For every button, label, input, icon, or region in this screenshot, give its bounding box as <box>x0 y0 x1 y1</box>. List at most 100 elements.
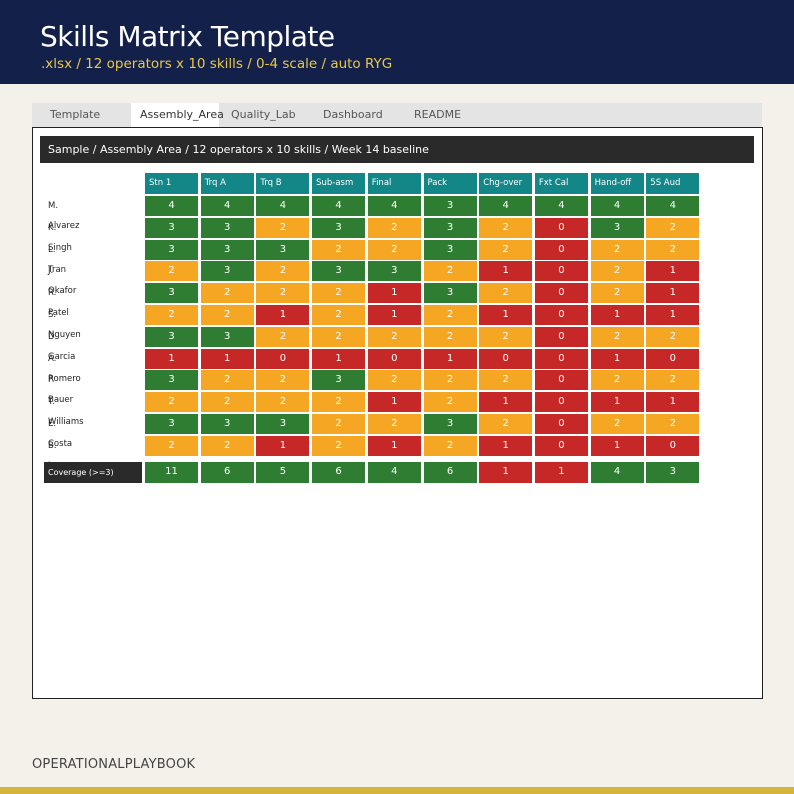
score-cell[interactable]: 3 <box>145 326 198 347</box>
skill-header[interactable]: Chg-over <box>479 173 533 194</box>
score-cell[interactable]: 2 <box>479 414 533 434</box>
coverage-cell[interactable]: 4 <box>367 462 421 483</box>
score-cell[interactable]: 1 <box>367 435 421 456</box>
score-cell[interactable]: 1 <box>646 283 700 304</box>
score-cell[interactable]: 3 <box>367 261 421 282</box>
coverage-cell[interactable]: 6 <box>423 462 477 483</box>
score-cell[interactable]: 2 <box>367 217 421 238</box>
coverage-cell[interactable]: 1 <box>479 462 533 483</box>
score-cell[interactable]: 3 <box>590 217 644 238</box>
score-cell[interactable]: 2 <box>145 305 198 325</box>
operator-name[interactable]: E. Costa <box>48 419 73 449</box>
score-cell[interactable]: 4 <box>200 196 254 216</box>
score-cell[interactable]: 3 <box>145 283 198 304</box>
score-cell[interactable]: 2 <box>590 326 644 347</box>
score-cell[interactable]: 1 <box>312 348 366 369</box>
score-cell[interactable]: 2 <box>256 283 310 304</box>
skill-header[interactable]: Fxt Cal <box>534 173 588 194</box>
score-cell[interactable]: 2 <box>200 305 254 325</box>
score-cell[interactable]: 4 <box>256 196 310 216</box>
score-cell[interactable]: 0 <box>534 392 588 413</box>
score-cell[interactable]: 3 <box>200 414 254 434</box>
score-cell[interactable]: 2 <box>423 370 477 391</box>
score-cell[interactable]: 4 <box>367 196 421 216</box>
operator-name[interactable]: L. Tran <box>48 244 67 275</box>
skill-header[interactable]: Stn 1 <box>145 173 198 194</box>
score-cell[interactable]: 2 <box>312 435 366 456</box>
score-cell[interactable]: 2 <box>200 435 254 456</box>
score-cell[interactable]: 1 <box>145 348 198 369</box>
score-cell[interactable]: 2 <box>200 392 254 413</box>
score-cell[interactable]: 1 <box>590 348 644 369</box>
operator-name[interactable]: R. Patel <box>48 288 69 319</box>
score-cell[interactable]: 3 <box>200 239 254 260</box>
score-cell[interactable]: 1 <box>367 283 421 304</box>
coverage-cell[interactable]: 1 <box>534 462 588 483</box>
score-cell[interactable]: 1 <box>479 305 533 325</box>
score-cell[interactable]: 2 <box>646 370 700 391</box>
score-cell[interactable]: 0 <box>534 261 588 282</box>
score-cell[interactable]: 2 <box>423 261 477 282</box>
score-cell[interactable]: 2 <box>590 283 644 304</box>
score-cell[interactable]: 1 <box>590 392 644 413</box>
score-cell[interactable]: 2 <box>367 326 421 347</box>
score-cell[interactable]: 2 <box>479 370 533 391</box>
score-cell[interactable]: 0 <box>534 348 588 369</box>
score-cell[interactable]: 2 <box>590 370 644 391</box>
score-cell[interactable]: 4 <box>590 196 644 216</box>
score-cell[interactable]: 2 <box>367 370 421 391</box>
score-cell[interactable]: 0 <box>534 217 588 238</box>
score-cell[interactable]: 0 <box>646 435 700 456</box>
score-cell[interactable]: 2 <box>423 392 477 413</box>
score-cell[interactable]: 2 <box>145 261 198 282</box>
score-cell[interactable]: 3 <box>256 414 310 434</box>
score-cell[interactable]: 3 <box>145 370 198 391</box>
score-cell[interactable]: 3 <box>145 217 198 238</box>
score-cell[interactable]: 2 <box>423 305 477 325</box>
operator-name[interactable]: S. Nguyen <box>48 310 81 340</box>
score-cell[interactable]: 2 <box>312 326 366 347</box>
score-cell[interactable]: 3 <box>423 283 477 304</box>
score-cell[interactable]: 0 <box>534 370 588 391</box>
coverage-cell[interactable]: 4 <box>590 462 644 483</box>
score-cell[interactable]: 4 <box>145 196 198 216</box>
score-cell[interactable]: 2 <box>479 217 533 238</box>
tab-assembly-area[interactable]: Assembly_Area <box>131 103 224 128</box>
score-cell[interactable]: 2 <box>479 239 533 260</box>
score-cell[interactable]: 3 <box>256 239 310 260</box>
score-cell[interactable]: 2 <box>423 435 477 456</box>
score-cell[interactable]: 3 <box>312 217 366 238</box>
score-cell[interactable]: 2 <box>312 392 366 413</box>
score-cell[interactable]: 2 <box>256 326 310 347</box>
score-cell[interactable]: 3 <box>200 261 254 282</box>
coverage-cell[interactable]: 11 <box>145 462 198 483</box>
score-cell[interactable]: 0 <box>534 414 588 434</box>
score-cell[interactable]: 2 <box>256 392 310 413</box>
score-cell[interactable]: 1 <box>423 348 477 369</box>
skill-header[interactable]: 5S Aud <box>646 173 700 194</box>
skill-header[interactable]: Sub-asm <box>312 173 366 194</box>
tab-template[interactable]: Template <box>50 108 101 121</box>
score-cell[interactable]: 3 <box>423 414 477 434</box>
score-cell[interactable]: 1 <box>590 305 644 325</box>
score-cell[interactable]: 2 <box>256 217 310 238</box>
score-cell[interactable]: 1 <box>646 305 700 325</box>
tab-quality-lab[interactable]: Quality_Lab <box>231 108 296 121</box>
score-cell[interactable]: 0 <box>256 348 310 369</box>
score-cell[interactable]: 2 <box>590 239 644 260</box>
operator-name[interactable]: K. Singh <box>48 222 72 253</box>
score-cell[interactable]: 3 <box>423 239 477 260</box>
score-cell[interactable]: 0 <box>646 348 700 369</box>
score-cell[interactable]: 4 <box>646 196 700 216</box>
score-cell[interactable]: 0 <box>534 435 588 456</box>
score-cell[interactable]: 1 <box>367 305 421 325</box>
score-cell[interactable]: 2 <box>590 261 644 282</box>
score-cell[interactable]: 3 <box>423 217 477 238</box>
operator-name[interactable]: J. Okafor <box>48 266 77 297</box>
skill-header[interactable]: Trq A <box>200 173 254 194</box>
score-cell[interactable]: 2 <box>646 414 700 434</box>
coverage-cell[interactable]: 5 <box>256 462 310 483</box>
operator-name[interactable]: A. Romero <box>48 353 81 384</box>
tab-dashboard[interactable]: Dashboard <box>323 108 383 121</box>
operator-name[interactable]: D. Garcia <box>48 331 76 362</box>
